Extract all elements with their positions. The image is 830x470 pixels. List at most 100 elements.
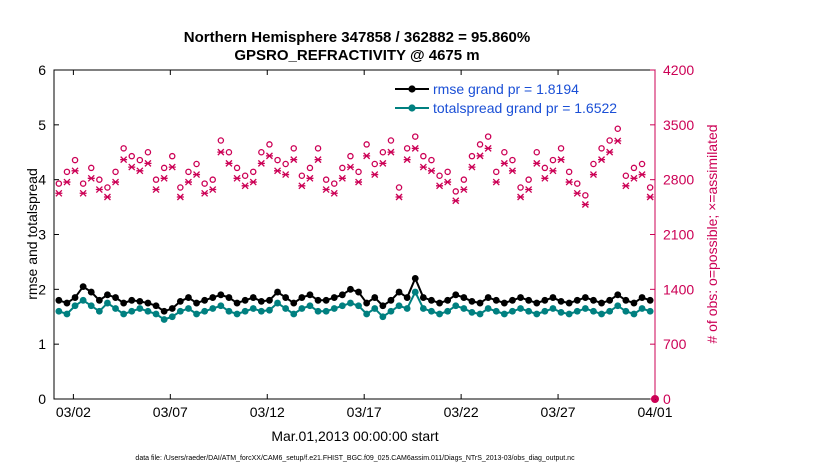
obs-assimilated-marker bbox=[152, 186, 160, 193]
rmse-point bbox=[541, 296, 549, 304]
chart-title-line1: Northern Hemisphere 347858 / 362882 = 95… bbox=[184, 29, 530, 46]
obs-possible-marker bbox=[217, 137, 225, 144]
x-tick-label: 03/02 bbox=[56, 404, 91, 420]
obs-possible-marker bbox=[517, 184, 524, 191]
spread-point bbox=[533, 310, 541, 318]
obs-possible-marker bbox=[501, 148, 508, 156]
obs-possible-marker bbox=[112, 168, 119, 176]
spread-point bbox=[403, 305, 411, 312]
obs-possible-marker bbox=[144, 148, 152, 156]
legend: rmse grand pr = 1.8194 totalspread grand… bbox=[395, 81, 617, 116]
obs-assimilated-marker bbox=[160, 174, 168, 182]
rmse-point bbox=[428, 296, 435, 304]
x-tick-label: 04/01 bbox=[637, 404, 672, 420]
rmse-point bbox=[95, 296, 103, 304]
obs-assimilated-marker bbox=[314, 156, 322, 164]
rmse-point bbox=[452, 291, 460, 299]
obs-possible-marker bbox=[233, 164, 241, 172]
obs-assimilated-marker bbox=[622, 182, 630, 190]
rmse-point bbox=[266, 296, 273, 304]
obs-assimilated-marker bbox=[371, 171, 379, 179]
y2-tick-label: 2100 bbox=[663, 227, 694, 243]
obs-assimilated-marker bbox=[63, 178, 71, 186]
obs-possible-marker bbox=[590, 160, 597, 168]
obs-assimilated-marker bbox=[517, 193, 525, 201]
y2-tick-label: 4200 bbox=[663, 62, 694, 78]
rmse-point bbox=[525, 296, 533, 304]
obs-assimilated-marker bbox=[112, 178, 120, 186]
obs-assimilated-marker bbox=[249, 178, 257, 186]
plot-area bbox=[54, 70, 655, 399]
obs-possible-marker bbox=[412, 133, 419, 140]
chart-title-line2: GPSRO_REFRACTIVITY @ 4675 m bbox=[234, 47, 479, 64]
spread-point bbox=[266, 306, 273, 314]
obs-possible-marker bbox=[63, 168, 71, 176]
x-tick-label: 03/17 bbox=[347, 404, 382, 420]
rmse-point bbox=[355, 288, 362, 296]
obs-assimilated-marker bbox=[581, 201, 589, 208]
spread-point bbox=[201, 307, 209, 315]
spread-point bbox=[128, 307, 136, 315]
rmse-point bbox=[565, 299, 573, 307]
axes-layer: 03/02 03/07 03/12 03/17 03/22 03/27 04/0101234… bbox=[38, 62, 694, 420]
rmse-point bbox=[590, 296, 597, 304]
obs-possible-marker bbox=[249, 168, 257, 176]
rmse-point bbox=[233, 299, 241, 307]
obs-possible-marker bbox=[476, 141, 484, 148]
y-tick-label: 5 bbox=[38, 117, 46, 133]
rmse-point bbox=[338, 291, 346, 299]
obs-assimilated-marker bbox=[87, 174, 95, 182]
rmse-point bbox=[257, 297, 265, 305]
legend-rmse-label: rmse grand pr = 1.8194 bbox=[433, 81, 579, 97]
series-layer bbox=[55, 125, 659, 403]
spread-point bbox=[428, 307, 435, 315]
rmse-point bbox=[128, 296, 136, 304]
rmse-point bbox=[160, 307, 168, 315]
rmse-point bbox=[225, 294, 233, 301]
obs-assimilated-marker bbox=[525, 186, 533, 193]
y2-tick-label: 700 bbox=[663, 336, 687, 352]
rmse-point bbox=[152, 302, 160, 310]
obs-assimilated-marker bbox=[306, 174, 314, 182]
spread-point bbox=[549, 305, 557, 312]
obs-assimilated-marker bbox=[257, 159, 265, 167]
spread-point bbox=[371, 305, 379, 312]
obs-possible-marker bbox=[630, 164, 638, 172]
spread-point bbox=[525, 307, 533, 315]
rmse-point bbox=[436, 299, 443, 307]
obs-assimilated-marker bbox=[103, 193, 111, 201]
obs-assimilated-marker bbox=[79, 189, 87, 197]
obs-assimilated-marker bbox=[193, 171, 201, 179]
y2-tick-label: 2800 bbox=[663, 172, 694, 188]
rmse-point bbox=[79, 283, 87, 290]
rmse-point bbox=[298, 294, 306, 301]
rmse-point bbox=[598, 299, 605, 307]
obs-assimilated-marker bbox=[484, 144, 492, 152]
rmse-point bbox=[573, 296, 581, 304]
obs-possible-marker bbox=[128, 152, 135, 160]
spread-point bbox=[492, 307, 500, 315]
obs-assimilated-marker bbox=[500, 159, 508, 167]
rmse-point bbox=[144, 299, 152, 307]
rmse-point bbox=[322, 296, 330, 304]
rmse-point bbox=[622, 296, 630, 304]
obs-assimilated-marker bbox=[606, 148, 614, 156]
spread-point bbox=[338, 302, 346, 310]
obs-assimilated-marker bbox=[565, 178, 573, 186]
obs-assimilated-marker bbox=[444, 178, 452, 186]
obs-assimilated-marker bbox=[55, 189, 63, 197]
obs-assimilated-marker bbox=[573, 189, 581, 197]
obs-assimilated-marker bbox=[436, 182, 444, 190]
obs-possible-marker bbox=[185, 168, 192, 176]
y-tick-label: 2 bbox=[38, 281, 46, 297]
spread-point bbox=[363, 310, 371, 318]
obs-possible-marker bbox=[152, 176, 160, 183]
rmse-point bbox=[104, 291, 111, 299]
rmse-point bbox=[347, 285, 354, 293]
obs-possible-marker bbox=[322, 176, 330, 183]
rmse-point bbox=[549, 294, 557, 301]
obs-assimilated-marker bbox=[225, 159, 233, 167]
y-axis-label: rmse and totalspread bbox=[24, 168, 40, 300]
obs-assimilated-marker bbox=[217, 148, 225, 156]
